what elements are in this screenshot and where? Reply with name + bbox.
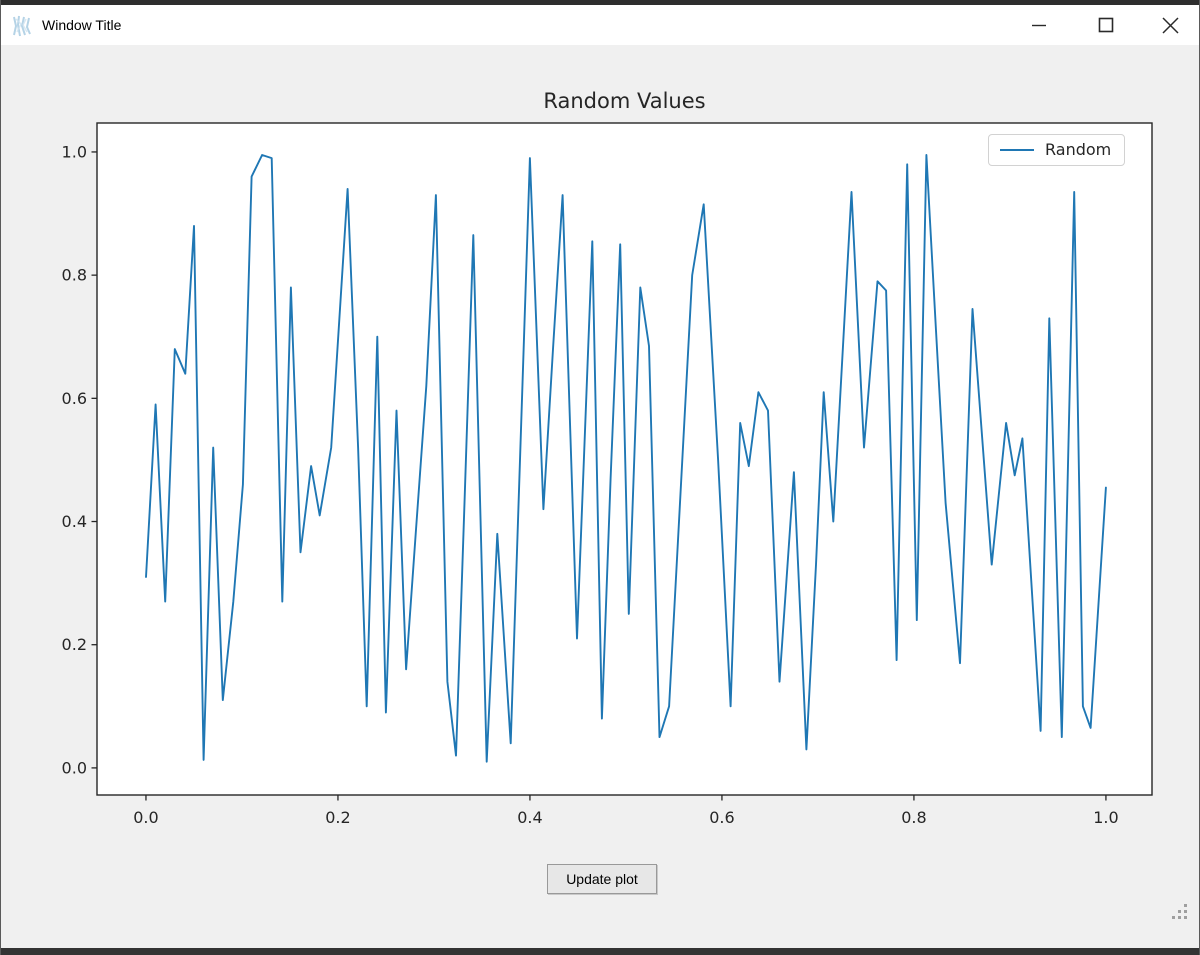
window-left-border — [0, 0, 1, 955]
window-bottom-border — [0, 948, 1200, 955]
tk-feather-icon — [10, 14, 36, 38]
x-tick-label: 1.0 — [1093, 808, 1118, 827]
y-tick-label: 0.2 — [62, 635, 87, 654]
resize-grip-icon[interactable] — [1171, 903, 1189, 921]
chart-title: Random Values — [543, 89, 706, 113]
x-tick-label: 0.0 — [133, 808, 158, 827]
x-tick-label: 0.6 — [709, 808, 734, 827]
x-tick-label: 0.8 — [901, 808, 926, 827]
x-tick-label: 0.4 — [517, 808, 542, 827]
legend-label: Random — [1045, 140, 1112, 159]
y-tick-label: 0.0 — [62, 758, 87, 777]
window-top-border — [0, 0, 1200, 5]
y-tick-label: 0.8 — [62, 266, 87, 285]
update-plot-button[interactable]: Update plot — [547, 864, 657, 894]
y-tick-label: 0.6 — [62, 389, 87, 408]
close-button[interactable] — [1147, 5, 1194, 45]
y-tick-label: 1.0 — [62, 142, 87, 161]
minimize-button[interactable] — [1015, 5, 1062, 45]
titlebar[interactable]: Window Title — [0, 5, 1200, 45]
window-title: Window Title — [42, 17, 122, 33]
legend: Random — [988, 134, 1126, 166]
random-series-line — [145, 154, 1107, 763]
x-tick-label: 0.2 — [325, 808, 350, 827]
y-tick-label: 0.4 — [62, 512, 87, 531]
maximize-button[interactable] — [1082, 5, 1129, 45]
legend-line-sample-icon — [1000, 149, 1034, 151]
